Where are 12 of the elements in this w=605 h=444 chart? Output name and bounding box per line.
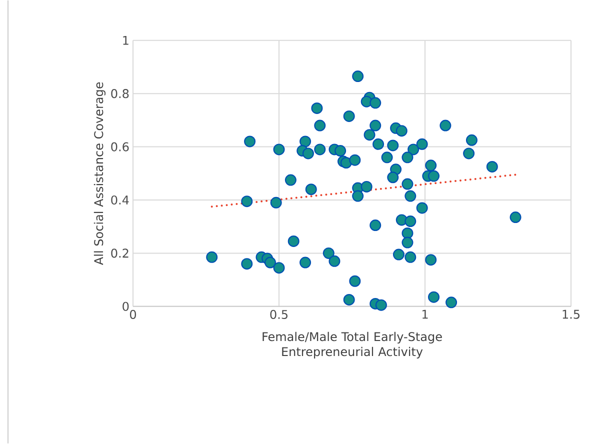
x-tick-label: 1.5	[562, 310, 580, 319]
y-tick-label: 0.4	[111, 196, 129, 205]
x-tick-label: 0.5	[270, 310, 288, 320]
y-tick-label: 0	[122, 302, 129, 312]
y-tick-label: 0.6	[111, 142, 129, 152]
y-tick-label: 0.2	[111, 248, 128, 258]
x-tick-label: 1	[422, 310, 428, 319]
x-tick-label: 0	[130, 310, 136, 320]
x-axis-title: Female/Male Total Early-Stage Entrepreneurial Activity	[262, 332, 442, 359]
y-tick-label: 0.8	[111, 89, 129, 98]
y-tick-label: 1	[123, 36, 128, 45]
y-axis-title: All Social Assistance Coverage	[94, 82, 106, 266]
